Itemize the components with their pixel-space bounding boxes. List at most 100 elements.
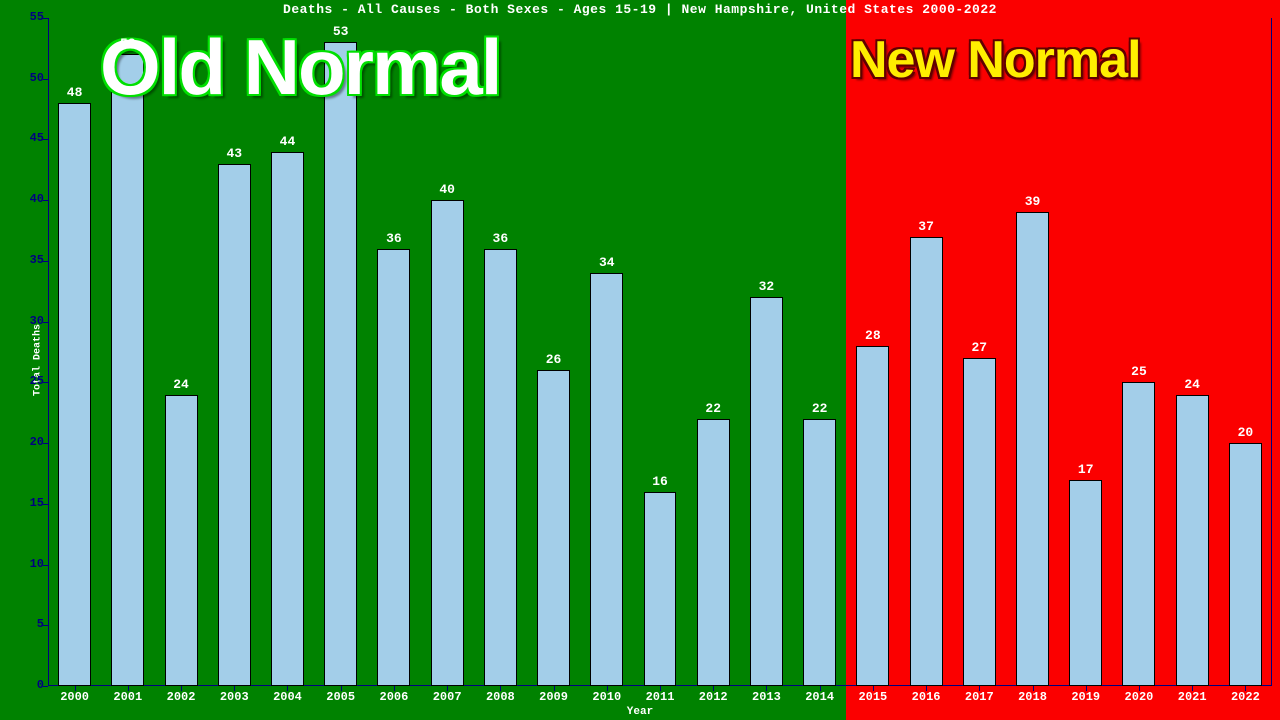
y-tick-label: 25	[18, 374, 44, 388]
x-tick-mark	[660, 686, 661, 691]
x-tick-mark	[181, 686, 182, 691]
x-tick-mark	[713, 686, 714, 691]
y-tick-label: 0	[18, 678, 44, 692]
x-tick-mark	[979, 686, 980, 691]
x-tick-mark	[820, 686, 821, 691]
x-tick-mark	[1192, 686, 1193, 691]
bar-value-label: 22	[800, 401, 840, 416]
y-tick-mark	[43, 382, 48, 383]
x-tick-mark	[607, 686, 608, 691]
x-tick-mark	[128, 686, 129, 691]
y-axis	[1271, 18, 1272, 686]
bar-value-label: 24	[161, 377, 201, 392]
x-tick-mark	[926, 686, 927, 691]
y-tick-mark	[43, 18, 48, 19]
x-tick-mark	[873, 686, 874, 691]
overlay-new-normal: New Normal	[850, 30, 1141, 90]
y-tick-label: 20	[18, 435, 44, 449]
bar	[324, 42, 357, 686]
bar-value-label: 17	[1066, 462, 1106, 477]
bar	[803, 419, 836, 686]
bar	[1069, 480, 1102, 686]
y-tick-mark	[43, 565, 48, 566]
x-tick-label: 2008	[474, 690, 526, 704]
x-tick-label: 2019	[1060, 690, 1112, 704]
x-tick-mark	[500, 686, 501, 691]
bar	[165, 395, 198, 686]
y-tick-mark	[43, 261, 48, 262]
x-tick-label: 2021	[1166, 690, 1218, 704]
bar	[218, 164, 251, 686]
x-tick-label: 2017	[953, 690, 1005, 704]
bar-value-label: 37	[906, 219, 946, 234]
bar	[1176, 395, 1209, 686]
bar-value-label: 28	[853, 328, 893, 343]
x-tick-label: 2010	[581, 690, 633, 704]
bar-value-label: 27	[959, 340, 999, 355]
bar-value-label: 25	[1119, 364, 1159, 379]
bar	[590, 273, 623, 686]
bar-value-label: 53	[321, 24, 361, 39]
bar-value-label: 52	[108, 36, 148, 51]
bar	[537, 370, 570, 686]
bar-value-label: 16	[640, 474, 680, 489]
x-tick-label: 2013	[740, 690, 792, 704]
bar	[644, 492, 677, 686]
bar-value-label: 48	[55, 85, 95, 100]
x-tick-mark	[1033, 686, 1034, 691]
bar-value-label: 22	[693, 401, 733, 416]
x-tick-label: 2016	[900, 690, 952, 704]
chart-title: Deaths - All Causes - Both Sexes - Ages …	[0, 2, 1280, 17]
y-tick-mark	[43, 139, 48, 140]
overlay-old-normal: Old Normal	[100, 22, 500, 113]
bar	[431, 200, 464, 686]
x-tick-mark	[75, 686, 76, 691]
x-tick-label: 2011	[634, 690, 686, 704]
y-tick-label: 15	[18, 496, 44, 510]
x-tick-mark	[554, 686, 555, 691]
x-tick-label: 2015	[847, 690, 899, 704]
y-tick-label: 40	[18, 192, 44, 206]
bar	[484, 249, 517, 686]
x-tick-mark	[341, 686, 342, 691]
y-tick-mark	[43, 625, 48, 626]
x-tick-label: 2022	[1219, 690, 1271, 704]
bar-value-label: 36	[480, 231, 520, 246]
x-tick-label: 2014	[794, 690, 846, 704]
bar	[697, 419, 730, 686]
plot-area	[48, 18, 1272, 686]
bar-value-label: 20	[1225, 425, 1265, 440]
y-tick-mark	[43, 504, 48, 505]
x-axis-label: Year	[0, 706, 1280, 718]
x-tick-mark	[447, 686, 448, 691]
bar-value-label: 44	[267, 134, 307, 149]
bar	[856, 346, 889, 686]
bar	[1122, 382, 1155, 686]
bar-value-label: 40	[427, 182, 467, 197]
bar-value-label: 43	[214, 146, 254, 161]
x-tick-label: 2007	[421, 690, 473, 704]
y-tick-mark	[43, 686, 48, 687]
x-tick-label: 2000	[49, 690, 101, 704]
y-tick-label: 35	[18, 253, 44, 267]
bar-value-label: 34	[587, 255, 627, 270]
y-tick-label: 45	[18, 131, 44, 145]
x-tick-label: 2003	[208, 690, 260, 704]
bar	[271, 152, 304, 686]
y-axis	[48, 18, 49, 686]
x-tick-label: 2005	[315, 690, 367, 704]
bar	[1016, 212, 1049, 686]
x-tick-mark	[1086, 686, 1087, 691]
y-tick-mark	[43, 200, 48, 201]
x-tick-mark	[394, 686, 395, 691]
bar-value-label: 26	[534, 352, 574, 367]
x-tick-label: 2018	[1007, 690, 1059, 704]
bar-value-label: 39	[1013, 194, 1053, 209]
y-tick-label: 30	[18, 314, 44, 328]
bar-value-label: 24	[1172, 377, 1212, 392]
y-tick-label: 5	[18, 617, 44, 631]
bar	[1229, 443, 1262, 686]
x-tick-mark	[287, 686, 288, 691]
bar	[750, 297, 783, 686]
x-tick-label: 2001	[102, 690, 154, 704]
